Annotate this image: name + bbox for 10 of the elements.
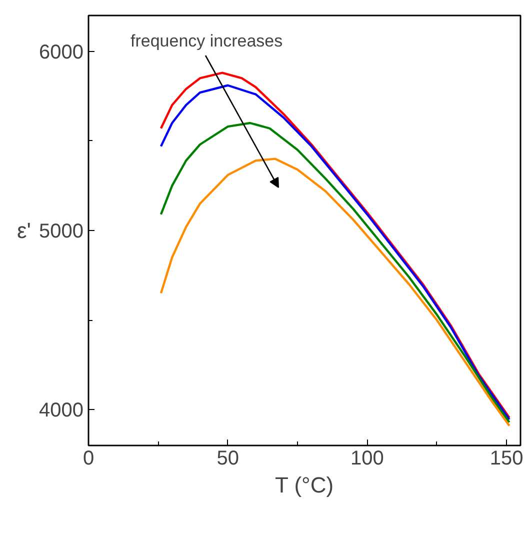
y-axis-title: ε' [17,218,32,243]
x-axis-title: T (°C) [275,472,334,498]
x-tick-label: 150 [490,448,524,470]
annotation: frequency increases [130,32,283,50]
x-tick-label: 50 [216,448,239,470]
x-tick-label: 100 [350,448,384,470]
x-tick-label: 0 [82,448,94,470]
y-tick-label: 5000 [39,220,84,242]
y-tick-label: 6000 [39,41,84,64]
y-tick-label: 4000 [39,400,84,422]
